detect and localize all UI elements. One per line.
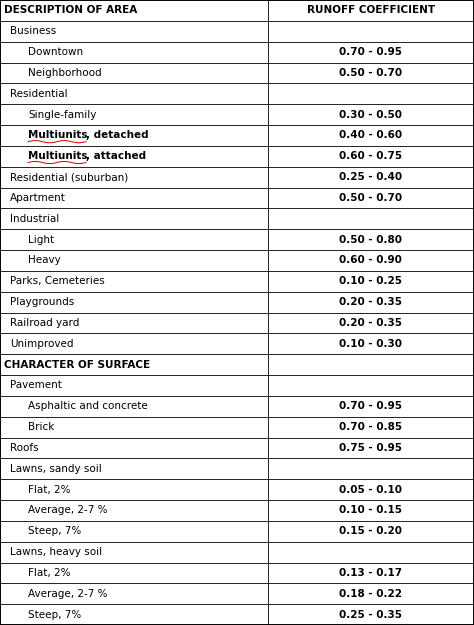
Text: 0.70 - 0.95: 0.70 - 0.95 xyxy=(339,401,402,411)
Text: Single-family: Single-family xyxy=(28,109,96,119)
Text: Flat, 2%: Flat, 2% xyxy=(28,484,71,494)
Text: Railroad yard: Railroad yard xyxy=(10,318,79,328)
Text: Downtown: Downtown xyxy=(28,47,83,57)
Text: Average, 2-7 %: Average, 2-7 % xyxy=(28,589,108,599)
Text: Lawns, heavy soil: Lawns, heavy soil xyxy=(10,547,102,557)
Text: Steep, 7%: Steep, 7% xyxy=(28,526,81,536)
Text: Industrial: Industrial xyxy=(10,214,59,224)
Text: , detached: , detached xyxy=(86,131,149,141)
Text: 0.18 - 0.22: 0.18 - 0.22 xyxy=(339,589,402,599)
Text: 0.10 - 0.30: 0.10 - 0.30 xyxy=(339,339,402,349)
Text: Business: Business xyxy=(10,26,56,36)
Text: Multiunits: Multiunits xyxy=(28,131,88,141)
Text: 0.60 - 0.90: 0.60 - 0.90 xyxy=(339,256,402,266)
Text: Apartment: Apartment xyxy=(10,193,66,203)
Text: 0.20 - 0.35: 0.20 - 0.35 xyxy=(339,297,402,307)
Text: 0.70 - 0.95: 0.70 - 0.95 xyxy=(339,47,402,57)
Text: CHARACTER OF SURFACE: CHARACTER OF SURFACE xyxy=(4,359,150,369)
Text: Residential (suburban): Residential (suburban) xyxy=(10,172,128,182)
Text: 0.50 - 0.70: 0.50 - 0.70 xyxy=(339,193,402,203)
Text: Neighborhood: Neighborhood xyxy=(28,68,101,78)
Text: 0.05 - 0.10: 0.05 - 0.10 xyxy=(339,484,402,494)
Text: 0.40 - 0.60: 0.40 - 0.60 xyxy=(339,131,402,141)
Text: 0.10 - 0.25: 0.10 - 0.25 xyxy=(339,276,402,286)
Text: Asphaltic and concrete: Asphaltic and concrete xyxy=(28,401,148,411)
Text: DESCRIPTION OF AREA: DESCRIPTION OF AREA xyxy=(4,6,137,16)
Text: Light: Light xyxy=(28,234,54,244)
Text: Roofs: Roofs xyxy=(10,443,38,453)
Text: 0.50 - 0.80: 0.50 - 0.80 xyxy=(339,234,402,244)
Text: 0.60 - 0.75: 0.60 - 0.75 xyxy=(339,151,402,161)
Text: 0.70 - 0.85: 0.70 - 0.85 xyxy=(339,422,402,432)
Text: 0.10 - 0.15: 0.10 - 0.15 xyxy=(339,506,402,516)
Text: Flat, 2%: Flat, 2% xyxy=(28,568,71,578)
Text: 0.20 - 0.35: 0.20 - 0.35 xyxy=(339,318,402,328)
Text: Brick: Brick xyxy=(28,422,55,432)
Text: 0.75 - 0.95: 0.75 - 0.95 xyxy=(339,443,402,453)
Text: 0.30 - 0.50: 0.30 - 0.50 xyxy=(339,109,402,119)
Text: 0.25 - 0.40: 0.25 - 0.40 xyxy=(339,172,402,182)
Text: 0.13 - 0.17: 0.13 - 0.17 xyxy=(339,568,402,578)
Text: 0.25 - 0.35: 0.25 - 0.35 xyxy=(339,609,402,619)
Text: Unimproved: Unimproved xyxy=(10,339,73,349)
Text: Pavement: Pavement xyxy=(10,381,62,391)
Text: Residential: Residential xyxy=(10,89,68,99)
Text: Average, 2-7 %: Average, 2-7 % xyxy=(28,506,108,516)
Text: 0.15 - 0.20: 0.15 - 0.20 xyxy=(339,526,402,536)
Text: Multiunits: Multiunits xyxy=(28,151,88,161)
Text: Heavy: Heavy xyxy=(28,256,61,266)
Text: Lawns, sandy soil: Lawns, sandy soil xyxy=(10,464,102,474)
Text: Steep, 7%: Steep, 7% xyxy=(28,609,81,619)
Text: Parks, Cemeteries: Parks, Cemeteries xyxy=(10,276,105,286)
Text: , attached: , attached xyxy=(86,151,146,161)
Text: RUNOFF COEFFICIENT: RUNOFF COEFFICIENT xyxy=(307,6,435,16)
Text: Playgrounds: Playgrounds xyxy=(10,297,74,307)
Text: 0.50 - 0.70: 0.50 - 0.70 xyxy=(339,68,402,78)
